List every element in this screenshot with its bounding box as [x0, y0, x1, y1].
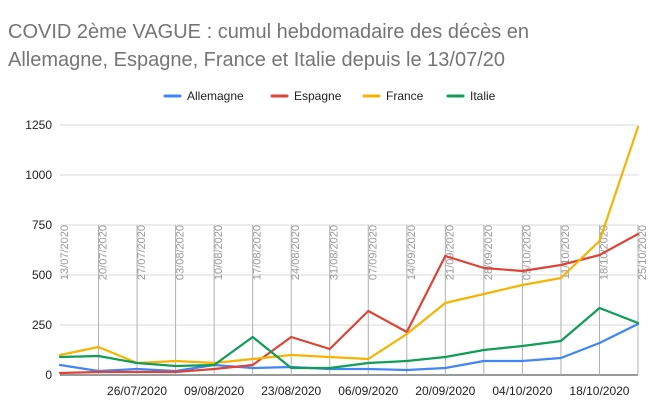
date-marker-label: 03/08/2020 [175, 225, 187, 280]
date-marker-label: 28/09/2020 [483, 225, 495, 280]
x-tick-label: 20/09/2020 [415, 384, 475, 398]
chart-title-line-1: COVID 2ème VAGUE : cumul hebdomadaire de… [8, 21, 529, 43]
x-axis: 26/07/2020 09/08/2020 23/08/2020 06/09/2020… [107, 384, 630, 398]
x-tick-label: 06/09/2020 [338, 384, 398, 398]
y-axis: 0 250 500 750 1000 1250 [25, 118, 52, 382]
legend-label: Italie [470, 89, 496, 103]
gridlines [60, 124, 638, 376]
series-line-espagne [58, 232, 640, 375]
y-tick-label: 1250 [25, 118, 52, 132]
series-line-allemagne [58, 322, 640, 373]
date-marker-label: 21/09/2020 [444, 225, 456, 280]
y-tick-label: 500 [32, 268, 52, 282]
legend-label: Espagne [294, 89, 342, 103]
x-tick-label: 09/08/2020 [184, 384, 244, 398]
legend-label: Allemagne [187, 89, 244, 103]
y-tick-label: 750 [32, 218, 52, 232]
chart-title-line-2: Allemagne, Espagne, France et Italie dep… [8, 49, 505, 71]
x-tick-label: 26/07/2020 [107, 384, 167, 398]
date-marker-label: 13/07/2020 [59, 225, 71, 280]
x-tick-label: 23/08/2020 [261, 384, 321, 398]
y-tick-label: 1000 [25, 168, 52, 182]
date-marker-label: 20/07/2020 [98, 225, 110, 280]
date-markers: 13/07/2020 20/07/2020 27/07/2020 03/08/2020… [59, 225, 649, 375]
date-marker-label: 05/10/2020 [521, 225, 533, 280]
series-line-france [58, 125, 640, 365]
y-tick-label: 250 [32, 318, 52, 332]
series-line-italie [58, 306, 640, 370]
date-marker-label: 10/08/2020 [213, 225, 225, 280]
date-marker-label: 25/10/2020 [637, 225, 649, 280]
x-tick-label: 18/10/2020 [569, 384, 629, 398]
date-marker-label: 14/09/2020 [406, 225, 418, 280]
legend-label: France [386, 89, 424, 103]
y-tick-label: 0 [45, 368, 52, 382]
date-marker-label: 17/08/2020 [252, 225, 264, 280]
date-marker-label: 27/07/2020 [136, 225, 148, 280]
date-marker-label: 11/10/2020 [560, 225, 572, 279]
legend: Allemagne Espagne France Italie [163, 89, 496, 103]
date-marker-label: 24/08/2020 [290, 225, 302, 280]
date-marker-label: 07/09/2020 [367, 225, 379, 280]
series-lines [58, 125, 640, 375]
x-tick-label: 04/10/2020 [492, 384, 552, 398]
date-marker-label: 31/08/2020 [329, 225, 341, 280]
